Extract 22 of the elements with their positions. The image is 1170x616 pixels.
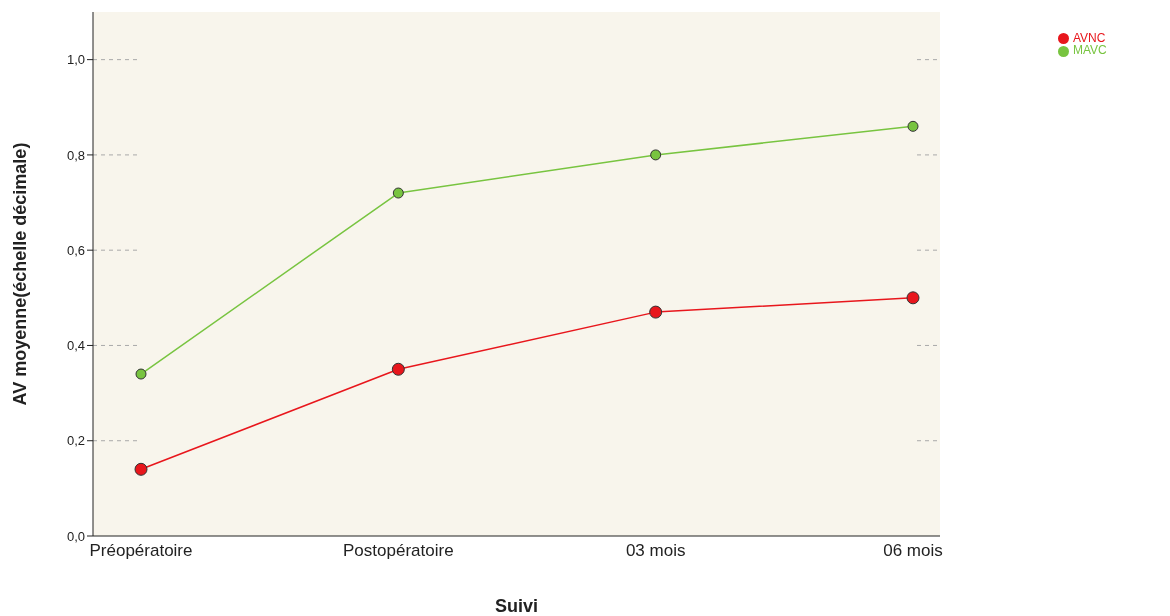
y-axis-title: AV moyenne(échelle décimale) <box>10 142 31 406</box>
y-tick-label: 0,0 <box>66 528 85 544</box>
point <box>649 305 663 319</box>
point <box>391 362 405 376</box>
x-tick-label: Postopératoire <box>343 541 454 561</box>
point <box>907 120 919 132</box>
point <box>392 187 404 199</box>
x-tick-label: 03 mois <box>625 541 686 561</box>
y-tick-label: 0,6 <box>66 242 85 258</box>
x-tick-label: 06 mois <box>883 541 943 561</box>
y-tick-label: 0,8 <box>66 147 85 163</box>
legend-label: MAVC <box>1073 43 1107 58</box>
point <box>650 149 662 161</box>
point <box>906 291 920 305</box>
x-tick-label: Préopératoire <box>89 541 193 561</box>
y-tick-label: 0,4 <box>66 338 85 354</box>
point <box>135 368 147 380</box>
y-tick-label: 1,0 <box>66 52 85 68</box>
legend-label: AVNC <box>1073 31 1106 45</box>
point <box>134 462 148 476</box>
x-axis-title: Suivi <box>494 596 539 616</box>
y-tick-label: 0,2 <box>66 433 85 449</box>
